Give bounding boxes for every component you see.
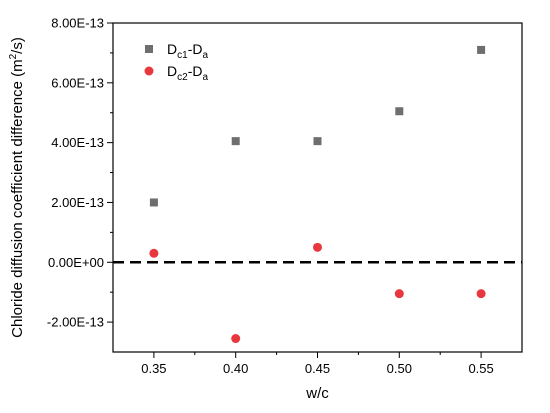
ticks-layer: 0.35 0.40 0.45 0.50 0.55 -2.00E-13 0.00E+00 2.0…: [47, 16, 494, 377]
y-axis-title-main: Chloride diffusion coefficient differenc…: [9, 59, 26, 338]
y-axis-title-tail: /s): [9, 37, 26, 54]
y-tick-label: 8.00E-13: [51, 16, 104, 31]
x-tick-label: 0.40: [223, 361, 248, 376]
legend: Dc1-Da Dc2-Da: [144, 41, 208, 83]
point-dc2-da: [149, 248, 159, 258]
point-dc2-da: [394, 289, 404, 299]
point-dc2-da: [313, 242, 322, 252]
y-tick-label: 0.00E+00: [48, 255, 104, 270]
x-tick-label: 0.55: [468, 361, 493, 376]
point-dc1-da: [477, 45, 486, 54]
y-tick-label: 6.00E-13: [51, 75, 104, 90]
x-tick-label: 0.50: [387, 361, 412, 376]
y-axis-title: Chloride diffusion coefficient differenc…: [8, 37, 26, 338]
plot-frame: [112, 22, 523, 353]
point-dc1-da: [313, 137, 322, 146]
point-dc2-da: [231, 334, 241, 344]
point-dc1-da: [149, 198, 158, 207]
point-dc1-da: [231, 137, 240, 146]
y-tick-label: -2.00E-13: [47, 315, 104, 330]
y-axis-title-exp: 2: [8, 53, 19, 59]
x-axis-title: w/c: [305, 385, 329, 402]
points-layer: [149, 45, 486, 344]
y-tick-label: 2.00E-13: [51, 195, 104, 210]
y-tick-label: 4.00E-13: [51, 135, 104, 150]
point-dc1-da: [395, 107, 404, 116]
legend-marker-dc1-da: [145, 45, 153, 53]
legend-label-dc2-da: Dc2-Da: [167, 63, 208, 83]
legend-label-dc1-da: Dc1-Da: [167, 41, 208, 61]
x-tick-label: 0.35: [141, 361, 166, 376]
x-tick-label: 0.45: [305, 361, 330, 376]
point-dc2-da: [476, 289, 486, 299]
legend-marker-dc2-da: [144, 66, 154, 76]
